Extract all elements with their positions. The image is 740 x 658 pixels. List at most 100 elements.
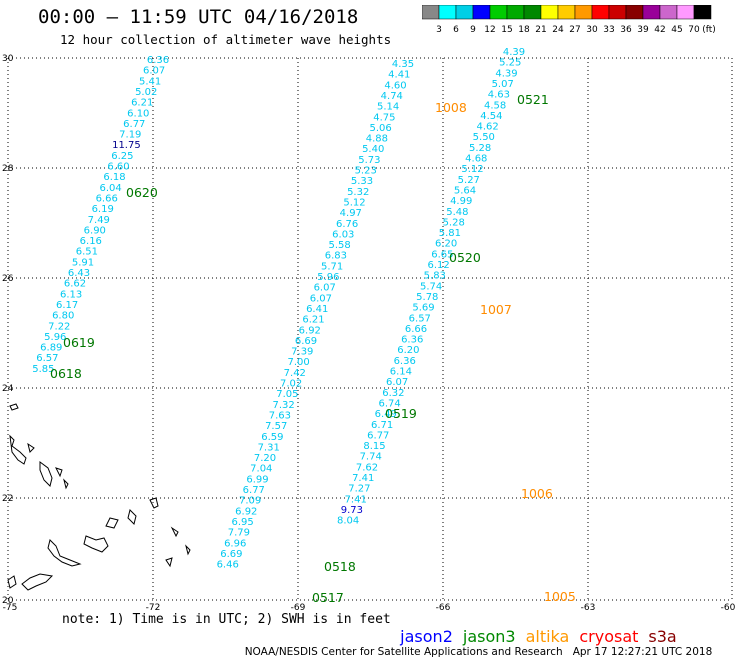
legend-swatch <box>506 5 525 20</box>
pass-label: 0518 <box>324 559 356 574</box>
legend-value: 9 <box>470 25 476 35</box>
wave-height-value: 7.79 <box>228 528 250 539</box>
wave-height-value: 8.04 <box>337 516 359 527</box>
wave-height-value: 7.63 <box>269 410 291 421</box>
legend-value: 15 <box>501 25 512 35</box>
color-scale-legend: 3 6 9 12 15 18 21 24 27 30 33 36 39 42 45 70 (ft) <box>422 5 716 35</box>
wave-height-value: 6.62 <box>64 279 86 290</box>
wave-height-value: 4.97 <box>340 208 362 219</box>
wave-height-value: 6.20 <box>435 239 457 250</box>
wave-height-value: 7.05 <box>276 389 298 400</box>
lat-label: 20 <box>2 596 14 606</box>
wave-height-value: 7.27 <box>348 484 370 495</box>
lon-label: -63 <box>581 603 596 613</box>
wave-height-value: 6.80 <box>52 311 74 322</box>
legend-swatch <box>693 5 712 20</box>
wave-height-value: 6.36 <box>147 55 169 66</box>
wave-height-value: 6.36 <box>394 356 416 367</box>
wave-height-value: 7.41 <box>345 494 367 505</box>
wave-height-value: 6.57 <box>36 353 58 364</box>
legend-swatch <box>489 5 508 20</box>
wave-height-value: 6.69 <box>220 549 242 560</box>
wave-height-value: 5.12 <box>461 164 483 175</box>
wave-height-value: 6.57 <box>409 313 431 324</box>
wave-height-value: 5.25 <box>499 58 521 69</box>
legend-value: 33 <box>603 25 614 35</box>
lat-label: 26 <box>2 274 14 284</box>
pass-label: 0521 <box>517 92 549 107</box>
wave-height-value: 11.75 <box>112 140 141 151</box>
satellite-name-s3a: s3a <box>648 627 677 646</box>
coastline <box>7 403 191 591</box>
lon-label: -72 <box>146 603 161 613</box>
credit-line: NOAA/NESDIS Center for Satellite Applica… <box>238 634 713 658</box>
wave-height-value: 6.71 <box>371 420 393 431</box>
legend-swatch <box>557 5 576 20</box>
pass-label: 1008 <box>435 100 467 115</box>
legend-value: 39 <box>637 25 649 35</box>
wave-height-value: 7.22 <box>48 321 70 332</box>
lon-label: -60 <box>721 603 736 613</box>
pass-label: 0517 <box>312 590 344 605</box>
legend-value: 18 <box>518 25 530 35</box>
lon-label: -75 <box>3 603 18 613</box>
wave-height-value: 6.60 <box>107 162 129 173</box>
wave-height-value: 6.07 <box>314 283 336 294</box>
wave-height-value: 4.68 <box>465 154 487 165</box>
lat-label: 24 <box>2 384 14 394</box>
lat-label: 30 <box>2 54 14 64</box>
wave-height-value: 6.04 <box>99 183 121 194</box>
wave-height-value: 7.39 <box>291 347 313 358</box>
wave-height-value: 7.42 <box>284 368 306 379</box>
wave-height-value: 5.58 <box>328 240 350 251</box>
wave-height-value: 5.06 <box>369 123 391 134</box>
page-title: 00:00 — 11:59 UTC 04/16/2018 <box>38 6 359 28</box>
page-subtitle: 12 hour collection of altimeter wave hei… <box>60 32 392 47</box>
credit-text: NOAA/NESDIS Center for Satellite Applica… <box>244 646 563 658</box>
legend-value: 3 <box>436 25 442 35</box>
wave-height-value: 6.92 <box>235 506 257 517</box>
wave-height-value: 5.28 <box>443 217 465 228</box>
legend-swatch <box>523 5 542 20</box>
legend-value: 36 <box>620 25 632 35</box>
wave-height-value: 5.23 <box>355 166 377 177</box>
wave-height-value: 4.75 <box>373 112 395 123</box>
wave-height-value: 4.60 <box>384 80 406 91</box>
wave-height-value: 6.51 <box>76 247 98 258</box>
wave-height-value: 6.17 <box>56 300 78 311</box>
pass-label: 1007 <box>480 302 512 317</box>
pass-label: 0618 <box>50 366 82 381</box>
wave-height-value: 6.49 <box>375 409 397 420</box>
wave-height-value: 6.92 <box>299 325 321 336</box>
wave-height-value: 6.21 <box>131 98 153 109</box>
wave-height-value: 5.41 <box>139 76 161 87</box>
satellite-name-altika: altika <box>525 627 570 646</box>
wave-height-value: 8.15 <box>363 441 385 452</box>
wave-height-value: 4.39 <box>495 68 517 79</box>
legend-value: 45 <box>671 25 682 35</box>
wave-height-value: 5.91 <box>72 257 94 268</box>
wave-height-value: 5.02 <box>135 87 157 98</box>
wave-height-value: 6.03 <box>332 229 354 240</box>
legend-swatch <box>676 5 695 20</box>
wave-height-value: 7.04 <box>250 464 272 475</box>
wave-height-value: 7.19 <box>119 130 141 141</box>
wave-height-value: 5.78 <box>416 292 438 303</box>
pass-label: 0519 <box>385 406 417 421</box>
legend-value: 42 <box>654 25 665 35</box>
wave-height-value: 4.74 <box>381 91 403 102</box>
wave-height-value: 6.21 <box>302 315 324 326</box>
lat-label: 22 <box>2 494 13 504</box>
legend-swatch <box>625 5 644 20</box>
wave-height-value: 6.07 <box>143 66 165 77</box>
wave-height-value: 6.74 <box>378 398 400 409</box>
longitude-labels: -75 -72 -69 -66 -63 -60 <box>3 603 736 613</box>
wave-height-value: 5.96 <box>317 272 339 283</box>
lat-lon-grid <box>7 57 733 601</box>
wave-height-value: 4.54 <box>480 111 502 122</box>
wave-height-value: 6.14 <box>390 367 412 378</box>
wave-height-value: 6.36 <box>401 335 423 346</box>
legend-swatch <box>455 5 474 20</box>
wave-height-value: 6.41 <box>306 304 328 315</box>
